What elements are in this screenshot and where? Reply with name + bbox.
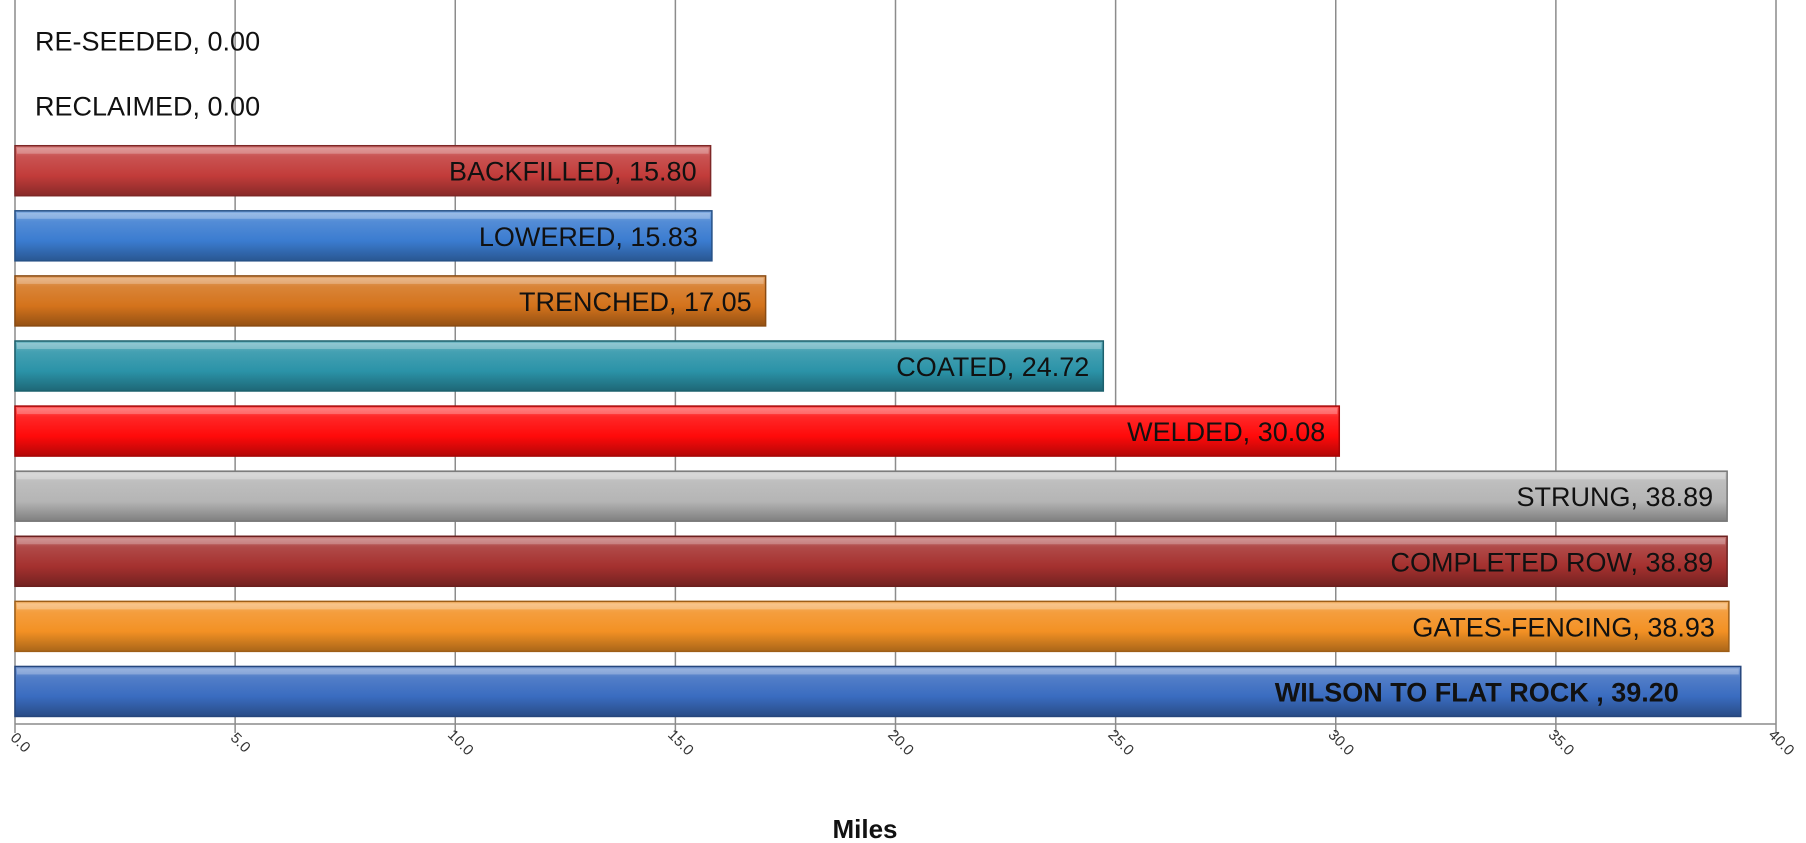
bar-data-label: COATED, 24.72 [896, 352, 1089, 382]
bar [14, 405, 1341, 457]
bar-data-label: COMPLETED ROW, 38.89 [1391, 547, 1714, 577]
bar-data-label: RECLAIMED, 0.00 [35, 92, 260, 122]
bar-data-label: WELDED, 30.08 [1127, 417, 1325, 447]
bar-highlight [17, 343, 1102, 349]
bars [14, 144, 1742, 718]
bar-data-label: STRUNG, 38.89 [1517, 482, 1714, 512]
bar-data-label: WILSON TO FLAT ROCK , 39.20 [1275, 677, 1679, 707]
bar-data-label: RE-SEEDED, 0.00 [35, 27, 260, 57]
bar [14, 535, 1728, 588]
x-axis-title: Miles [832, 814, 897, 843]
bar-highlight [17, 603, 1727, 610]
x-tick-label: 35.0 [1545, 726, 1578, 759]
bar [14, 210, 713, 262]
bar-highlight [17, 668, 1739, 675]
x-tick-label: 5.0 [227, 729, 254, 756]
x-tick-label: 15.0 [664, 726, 697, 759]
bar-data-label: GATES-FENCING, 38.93 [1412, 612, 1715, 642]
bar-data-label: LOWERED, 15.83 [479, 222, 698, 252]
bar-highlight [17, 212, 710, 219]
bar [14, 340, 1105, 392]
bar-highlight [17, 147, 709, 154]
x-tick-label: 10.0 [444, 726, 477, 759]
data-labels: WILSON TO FLAT ROCK , 39.20 GATES-FENCING… [35, 27, 1715, 708]
bar [14, 275, 767, 327]
x-axis: 0.0 5.0 10.0 15.0 20.0 25.0 30.0 35.0 40.0 [7, 723, 1798, 759]
x-tick-label: 40.0 [1765, 726, 1798, 759]
x-tick-label: 0.0 [7, 729, 34, 756]
bar-highlight [17, 408, 1338, 415]
bar [14, 665, 1742, 718]
bar-highlight [17, 473, 1726, 480]
bar-highlight [17, 277, 764, 284]
bar-highlight [17, 538, 1726, 545]
bar [14, 600, 1730, 653]
bar-data-label: TRENCHED, 17.05 [519, 287, 752, 317]
bar [14, 470, 1728, 522]
x-tick-label: 25.0 [1104, 726, 1137, 759]
x-tick-label: 30.0 [1325, 726, 1358, 759]
bar-data-label: BACKFILLED, 15.80 [449, 157, 697, 187]
x-tick-label: 20.0 [884, 726, 917, 759]
bar [14, 144, 712, 197]
